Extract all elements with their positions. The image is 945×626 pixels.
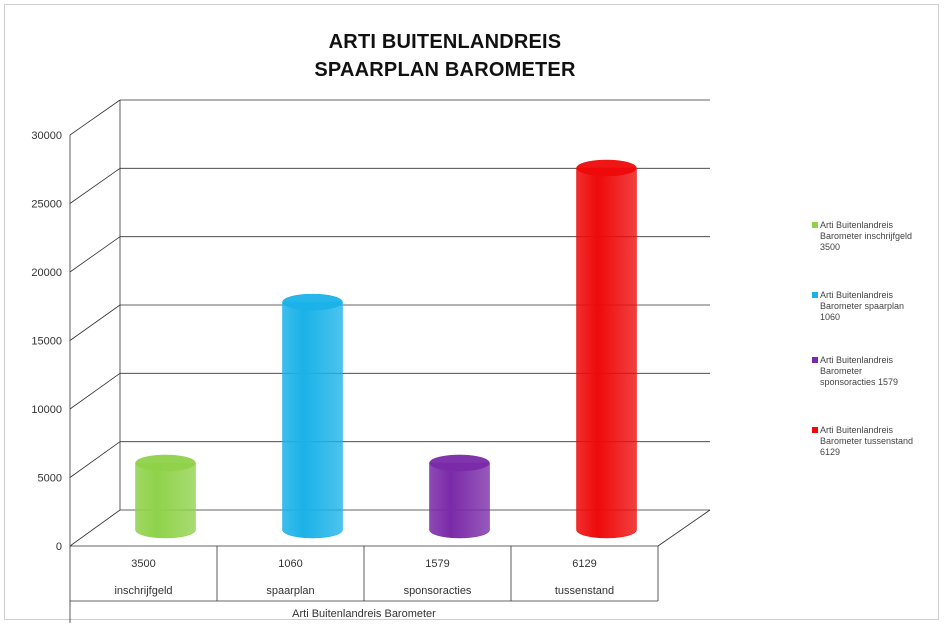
legend-label: Arti Buitenlandreis Barometer tussenstan…	[820, 425, 914, 457]
legend-swatch	[812, 427, 818, 433]
legend-label: Arti Buitenlandreis Barometer sponsoract…	[820, 355, 899, 387]
x-tick-label: inschrijfgeld	[114, 585, 172, 597]
x-tick-label: spaarplan	[266, 585, 314, 597]
legend-swatch	[812, 222, 818, 228]
gridline-diagonal	[69, 168, 121, 204]
bar-top-sponsoracties	[429, 454, 490, 472]
floor-right-edge	[657, 509, 711, 547]
bar-sponsoracties	[429, 462, 490, 539]
x-axis-title: Arti Buitenlandreis Barometer	[292, 608, 436, 620]
y-tick-label: 0	[56, 541, 62, 553]
gridline-diagonal	[69, 509, 121, 547]
x-tick-label: sponsoracties	[404, 585, 472, 597]
bar-top-tussenstand	[576, 159, 637, 177]
y-tick-label: 20000	[31, 267, 62, 279]
gridline-diagonal	[69, 236, 121, 273]
table-value: 3500	[131, 558, 155, 570]
bar-top-inschrijfgeld	[135, 454, 196, 472]
gridline-diagonal	[69, 373, 121, 410]
gridline-diagonal	[69, 441, 121, 478]
legend-swatch	[812, 357, 818, 363]
table-value: 6129	[572, 558, 596, 570]
y-tick-label: 5000	[38, 473, 62, 485]
table-value: 1060	[278, 558, 302, 570]
legend-label: Arti Buitenlandreis Barometer inschrijfg…	[820, 220, 913, 252]
gridline-diagonal	[69, 304, 121, 341]
bar-tussenstand	[576, 167, 637, 539]
gridline-diagonal	[69, 99, 121, 136]
bar-top-spaarplan	[282, 293, 343, 311]
chart-title-line-2: SPAARPLAN BAROMETER	[314, 59, 576, 81]
y-tick-label: 25000	[31, 199, 62, 211]
legend-label: Arti Buitenlandreis Barometer spaarplan …	[820, 290, 905, 322]
y-tick-label: 10000	[31, 404, 62, 416]
legend-swatch	[812, 292, 818, 298]
table-value: 1579	[425, 558, 449, 570]
bar-spaarplan	[282, 301, 343, 539]
y-tick-label: 15000	[31, 336, 62, 348]
x-tick-label: tussenstand	[555, 585, 614, 597]
y-tick-label: 30000	[31, 130, 62, 142]
chart-title-line-1: ARTI BUITENLANDREIS	[328, 31, 562, 53]
bar-inschrijfgeld	[135, 462, 196, 539]
